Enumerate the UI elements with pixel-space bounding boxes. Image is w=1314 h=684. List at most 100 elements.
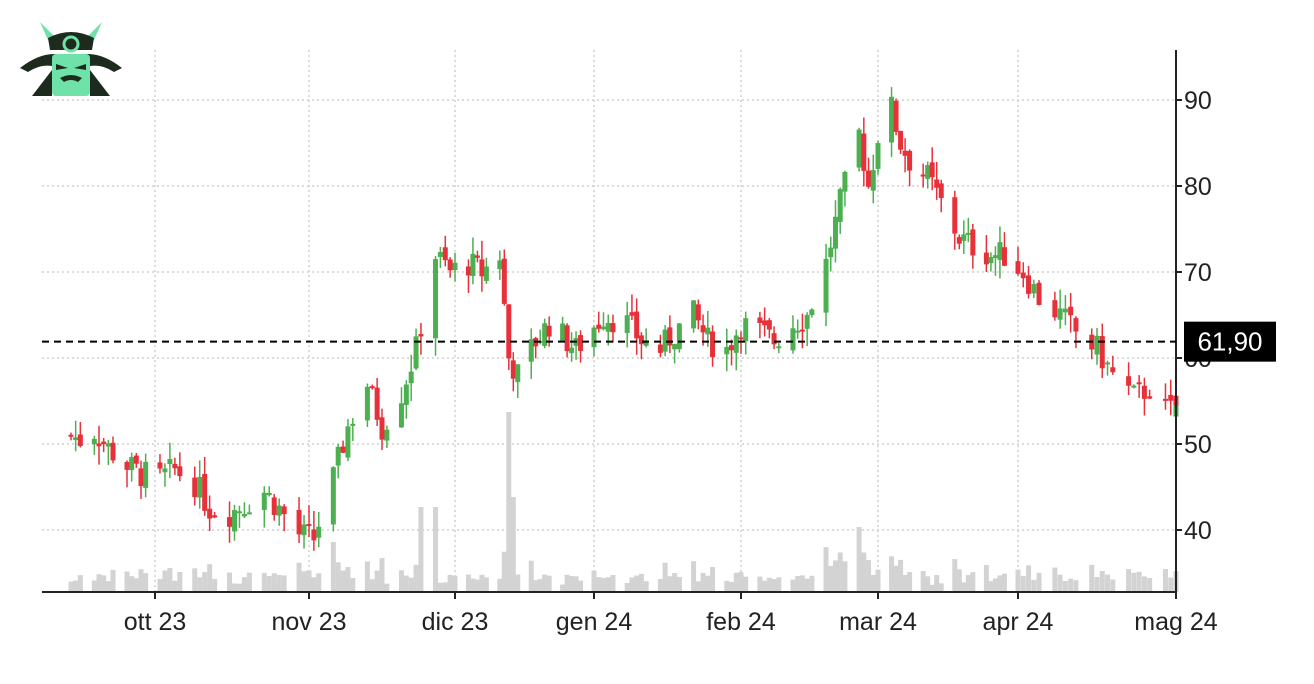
x-tick-label: dic 23 bbox=[422, 608, 489, 636]
volume-bar bbox=[1168, 577, 1174, 592]
volume-bar bbox=[956, 569, 962, 592]
volume-bar bbox=[657, 579, 663, 592]
candle-body bbox=[870, 170, 876, 191]
volume-bar bbox=[776, 577, 782, 592]
volume-bar bbox=[506, 412, 512, 592]
volume-bar bbox=[1036, 572, 1042, 592]
candle-body bbox=[799, 329, 805, 332]
volume-bar bbox=[992, 578, 998, 592]
volume-bar bbox=[961, 582, 967, 592]
candle-body bbox=[172, 463, 178, 469]
volume-bar bbox=[638, 573, 644, 592]
candle-body bbox=[965, 232, 971, 235]
candle-body bbox=[1162, 398, 1168, 401]
candle-body bbox=[776, 346, 782, 349]
candle-body bbox=[369, 386, 375, 389]
x-tick-label: apr 24 bbox=[983, 608, 1054, 636]
volume-bar bbox=[1131, 572, 1137, 592]
volume-bar bbox=[437, 582, 443, 592]
candle-body bbox=[1031, 284, 1037, 294]
volume-bar bbox=[605, 577, 611, 592]
volume-bar bbox=[952, 559, 958, 592]
volume-bar bbox=[1110, 579, 1116, 592]
candle-body bbox=[447, 259, 453, 271]
candle-body bbox=[1099, 336, 1105, 369]
volume-bar bbox=[470, 578, 476, 592]
volume-bar bbox=[564, 574, 570, 592]
candle-body bbox=[837, 189, 843, 222]
candle-body bbox=[1136, 382, 1142, 385]
candle-body bbox=[705, 327, 711, 335]
volume-bar bbox=[1020, 575, 1026, 592]
volume-bar bbox=[1162, 569, 1168, 592]
candle-body bbox=[306, 523, 312, 526]
volume-bar bbox=[1001, 573, 1007, 592]
x-tick-label: mag 24 bbox=[1134, 608, 1217, 636]
candle-body bbox=[330, 467, 336, 525]
candle-body bbox=[1036, 282, 1042, 305]
candle-body bbox=[898, 130, 904, 150]
volume-bar bbox=[384, 583, 390, 592]
volume-bar bbox=[875, 569, 881, 592]
candle-body bbox=[133, 455, 139, 464]
volume-bar bbox=[710, 567, 716, 592]
candle-body bbox=[925, 165, 931, 179]
volume-bar bbox=[77, 575, 83, 592]
volume-bar bbox=[172, 580, 178, 592]
y-axis-ticks: 405060708090 bbox=[1176, 87, 1212, 545]
volume-bar bbox=[705, 575, 711, 592]
candle-body bbox=[743, 318, 749, 342]
volume-bar bbox=[340, 570, 346, 592]
volume-bar bbox=[970, 572, 976, 592]
volume-bar bbox=[738, 571, 744, 592]
candle-body bbox=[510, 360, 516, 379]
candle-body bbox=[379, 417, 385, 440]
candle-body bbox=[398, 403, 404, 428]
candle-body bbox=[202, 473, 208, 511]
volume-bars bbox=[68, 412, 1179, 592]
candle-body bbox=[970, 229, 976, 256]
volume-bar bbox=[246, 572, 252, 592]
candle-body bbox=[1110, 367, 1116, 373]
candle-body bbox=[828, 247, 834, 258]
x-tick-label: nov 23 bbox=[271, 608, 346, 636]
volume-bar bbox=[596, 577, 602, 592]
volume-bar bbox=[997, 575, 1003, 592]
candle-body bbox=[129, 457, 135, 471]
volume-bar bbox=[474, 579, 480, 592]
candle-body bbox=[832, 216, 838, 249]
candle-body bbox=[866, 170, 872, 187]
candle-body bbox=[624, 315, 630, 333]
volume-bar bbox=[162, 570, 168, 592]
volume-bar bbox=[837, 552, 843, 592]
volume-bar bbox=[610, 575, 616, 592]
candle-body bbox=[569, 347, 575, 354]
candle-body bbox=[345, 426, 351, 458]
candle-body bbox=[560, 323, 566, 341]
volume-bar bbox=[643, 581, 649, 592]
candle-body bbox=[91, 438, 97, 445]
candle-body bbox=[236, 511, 242, 514]
candle-body bbox=[335, 446, 341, 466]
candle-body bbox=[1168, 394, 1174, 401]
volume-bar bbox=[1062, 580, 1068, 592]
volume-bar bbox=[988, 581, 994, 592]
x-axis-ticks: ott 23 nov 23 dic 23 gen 24 feb 24 mar 24 apr … bbox=[124, 592, 1218, 636]
volume-bar bbox=[91, 580, 97, 592]
candle-body bbox=[766, 320, 772, 330]
volume-bar bbox=[301, 571, 307, 592]
volume-bar bbox=[870, 574, 876, 592]
candle-body bbox=[483, 266, 489, 281]
candle-body bbox=[403, 384, 409, 405]
candle-body bbox=[1015, 261, 1021, 274]
volume-bar bbox=[236, 583, 242, 592]
y-tick-label: 80 bbox=[1184, 173, 1212, 201]
volume-bar bbox=[207, 564, 213, 592]
volume-bar bbox=[418, 507, 424, 592]
candle-body bbox=[177, 466, 183, 477]
volume-bar bbox=[212, 578, 218, 592]
candle-body bbox=[110, 442, 116, 461]
volume-bar bbox=[447, 574, 453, 592]
volume-bar bbox=[573, 576, 579, 592]
candle-body bbox=[162, 468, 168, 473]
